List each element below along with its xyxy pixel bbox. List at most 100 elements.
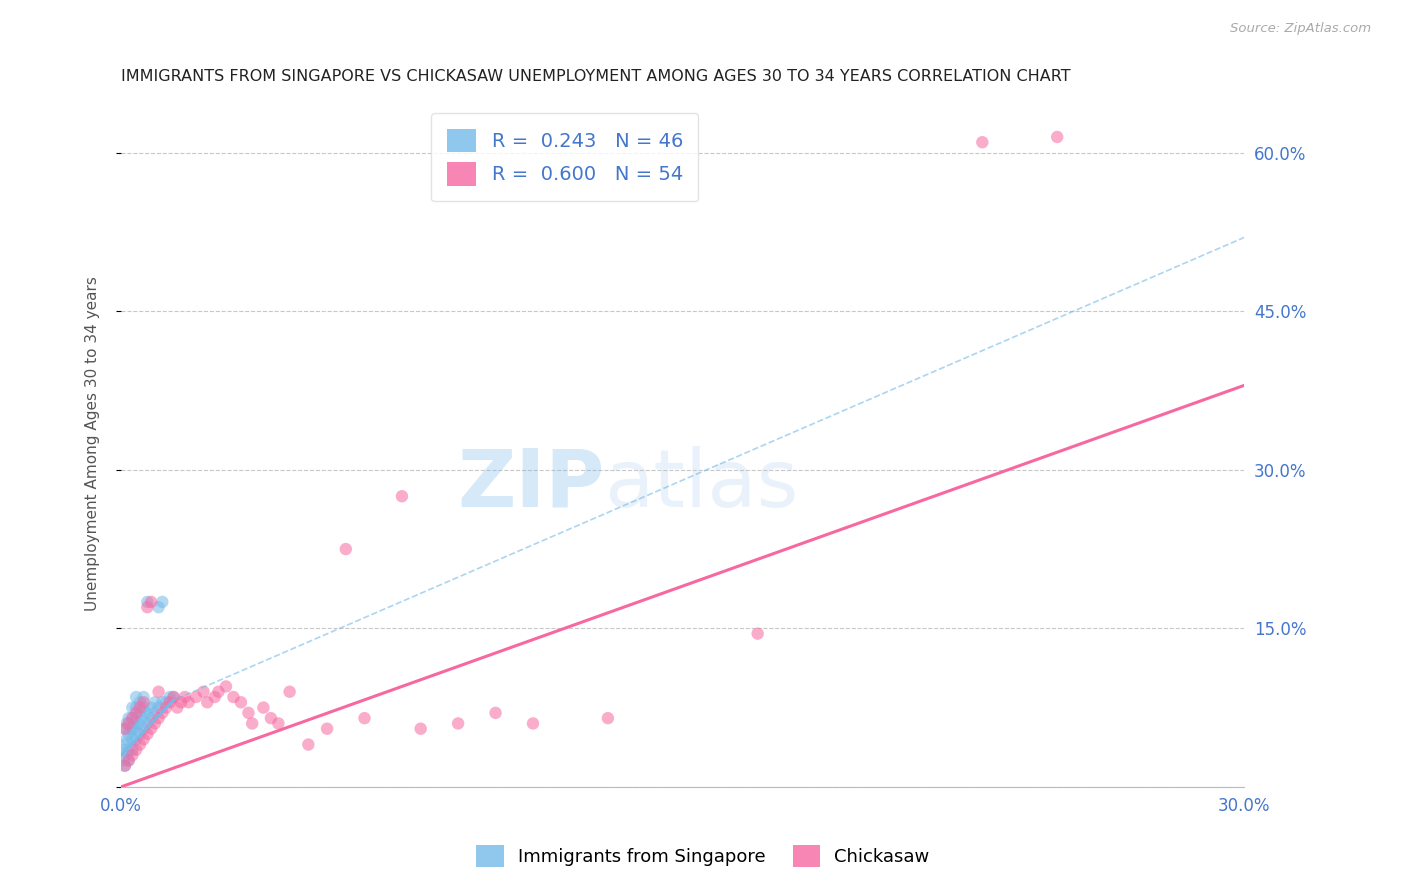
- Point: [132, 732, 155, 747]
- Point: [128, 700, 150, 714]
- Point: [148, 700, 170, 714]
- Point: [117, 727, 139, 741]
- Point: [121, 722, 143, 736]
- Point: [170, 695, 193, 709]
- Point: [297, 738, 319, 752]
- Point: [148, 684, 170, 698]
- Point: [150, 595, 173, 609]
- Point: [114, 758, 136, 772]
- Point: [222, 690, 245, 704]
- Point: [391, 489, 413, 503]
- Point: [177, 695, 200, 709]
- Point: [114, 748, 136, 763]
- Point: [447, 716, 470, 731]
- Point: [136, 727, 159, 741]
- Point: [139, 711, 162, 725]
- Point: [159, 690, 181, 704]
- Point: [132, 695, 155, 709]
- Point: [747, 626, 769, 640]
- Point: [120, 722, 142, 736]
- Point: [117, 743, 139, 757]
- Point: [122, 716, 145, 731]
- Point: [972, 135, 994, 149]
- Point: [207, 684, 229, 698]
- Point: [155, 695, 177, 709]
- Point: [184, 690, 207, 704]
- Point: [111, 743, 134, 757]
- Point: [143, 706, 166, 720]
- Point: [409, 722, 432, 736]
- Point: [238, 706, 260, 720]
- Point: [150, 706, 173, 720]
- Point: [117, 753, 139, 767]
- Point: [117, 753, 139, 767]
- Point: [114, 738, 136, 752]
- Point: [136, 716, 159, 731]
- Point: [128, 695, 150, 709]
- Point: [121, 732, 143, 747]
- Point: [522, 716, 544, 731]
- Point: [136, 706, 159, 720]
- Text: IMMIGRANTS FROM SINGAPORE VS CHICKASAW UNEMPLOYMENT AMONG AGES 30 TO 34 YEARS CO: IMMIGRANTS FROM SINGAPORE VS CHICKASAW U…: [121, 69, 1071, 84]
- Point: [125, 700, 148, 714]
- Point: [162, 690, 184, 704]
- Point: [132, 700, 155, 714]
- Point: [267, 716, 290, 731]
- Point: [114, 758, 136, 772]
- Point: [136, 600, 159, 615]
- Point: [193, 684, 215, 698]
- Point: [143, 716, 166, 731]
- Point: [128, 738, 150, 752]
- Point: [229, 695, 252, 709]
- Point: [139, 595, 162, 609]
- Point: [162, 690, 184, 704]
- Point: [132, 690, 155, 704]
- Point: [125, 706, 148, 720]
- Point: [143, 695, 166, 709]
- Point: [204, 690, 226, 704]
- Point: [132, 711, 155, 725]
- Point: [121, 711, 143, 725]
- Point: [596, 711, 619, 725]
- Point: [148, 711, 170, 725]
- Text: atlas: atlas: [605, 446, 799, 524]
- Point: [121, 743, 143, 757]
- Point: [252, 700, 274, 714]
- Y-axis label: Unemployment Among Ages 30 to 34 years: Unemployment Among Ages 30 to 34 years: [86, 276, 100, 611]
- Point: [128, 716, 150, 731]
- Point: [260, 711, 283, 725]
- Point: [117, 711, 139, 725]
- Point: [128, 727, 150, 741]
- Point: [278, 684, 301, 698]
- Point: [121, 748, 143, 763]
- Point: [114, 722, 136, 736]
- Point: [159, 695, 181, 709]
- Point: [125, 722, 148, 736]
- Point: [316, 722, 339, 736]
- Legend: R =  0.243   N = 46, R =  0.600   N = 54: R = 0.243 N = 46, R = 0.600 N = 54: [432, 113, 699, 202]
- Point: [115, 732, 138, 747]
- Point: [150, 695, 173, 709]
- Text: Source: ZipAtlas.com: Source: ZipAtlas.com: [1230, 22, 1371, 36]
- Legend: Immigrants from Singapore, Chickasaw: Immigrants from Singapore, Chickasaw: [470, 838, 936, 874]
- Point: [215, 680, 238, 694]
- Point: [125, 690, 148, 704]
- Point: [195, 695, 218, 709]
- Point: [139, 700, 162, 714]
- Point: [114, 722, 136, 736]
- Point: [125, 732, 148, 747]
- Point: [112, 753, 135, 767]
- Point: [1046, 130, 1069, 145]
- Point: [148, 600, 170, 615]
- Point: [117, 716, 139, 731]
- Point: [166, 700, 188, 714]
- Point: [132, 722, 155, 736]
- Point: [155, 700, 177, 714]
- Point: [121, 700, 143, 714]
- Point: [173, 690, 195, 704]
- Point: [484, 706, 506, 720]
- Point: [353, 711, 375, 725]
- Point: [335, 542, 357, 557]
- Point: [125, 711, 148, 725]
- Point: [121, 711, 143, 725]
